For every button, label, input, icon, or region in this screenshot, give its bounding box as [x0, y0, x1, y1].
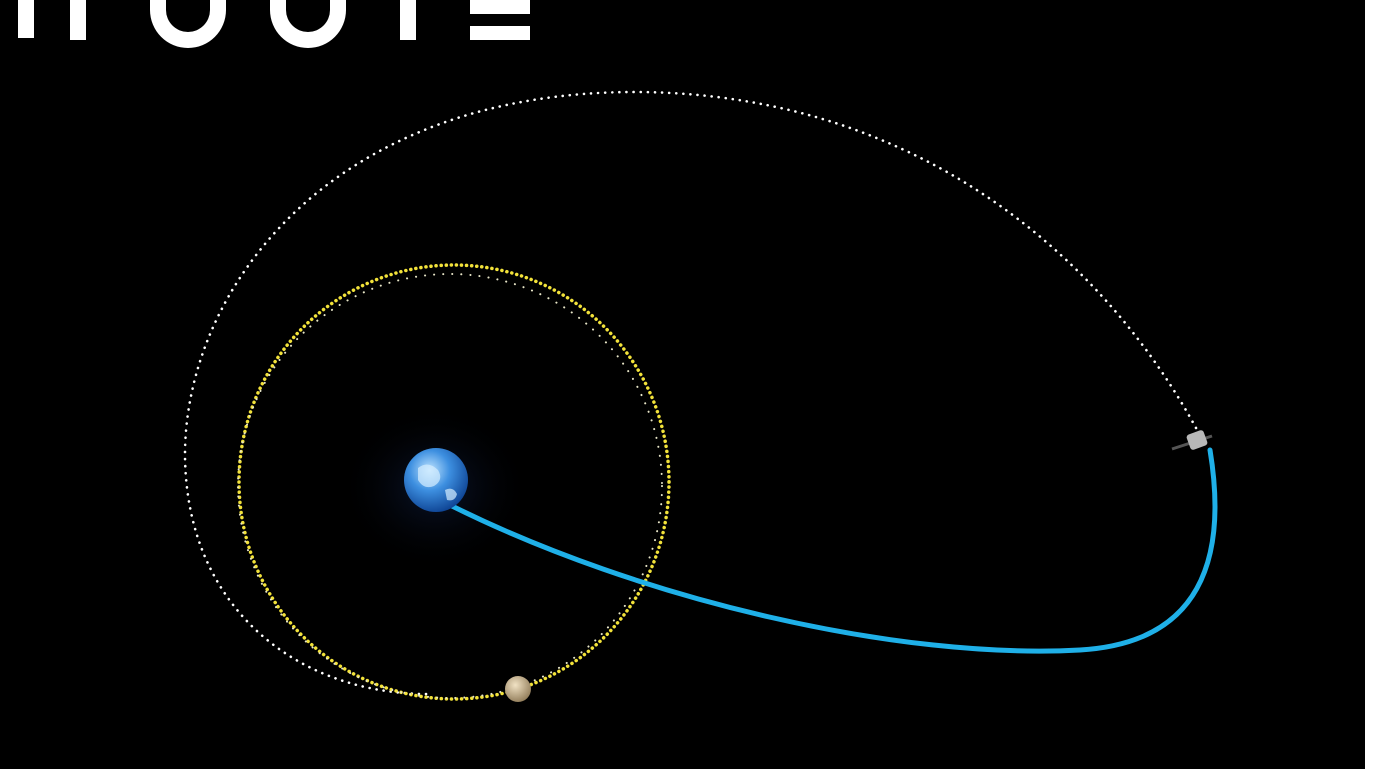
heading-fragment — [18, 0, 34, 38]
heading-fragment — [400, 0, 416, 40]
orbit-scene — [0, 0, 1373, 769]
moon — [505, 676, 531, 702]
page — [0, 0, 1373, 769]
space-background — [0, 0, 1365, 769]
heading-fragment — [70, 0, 86, 40]
